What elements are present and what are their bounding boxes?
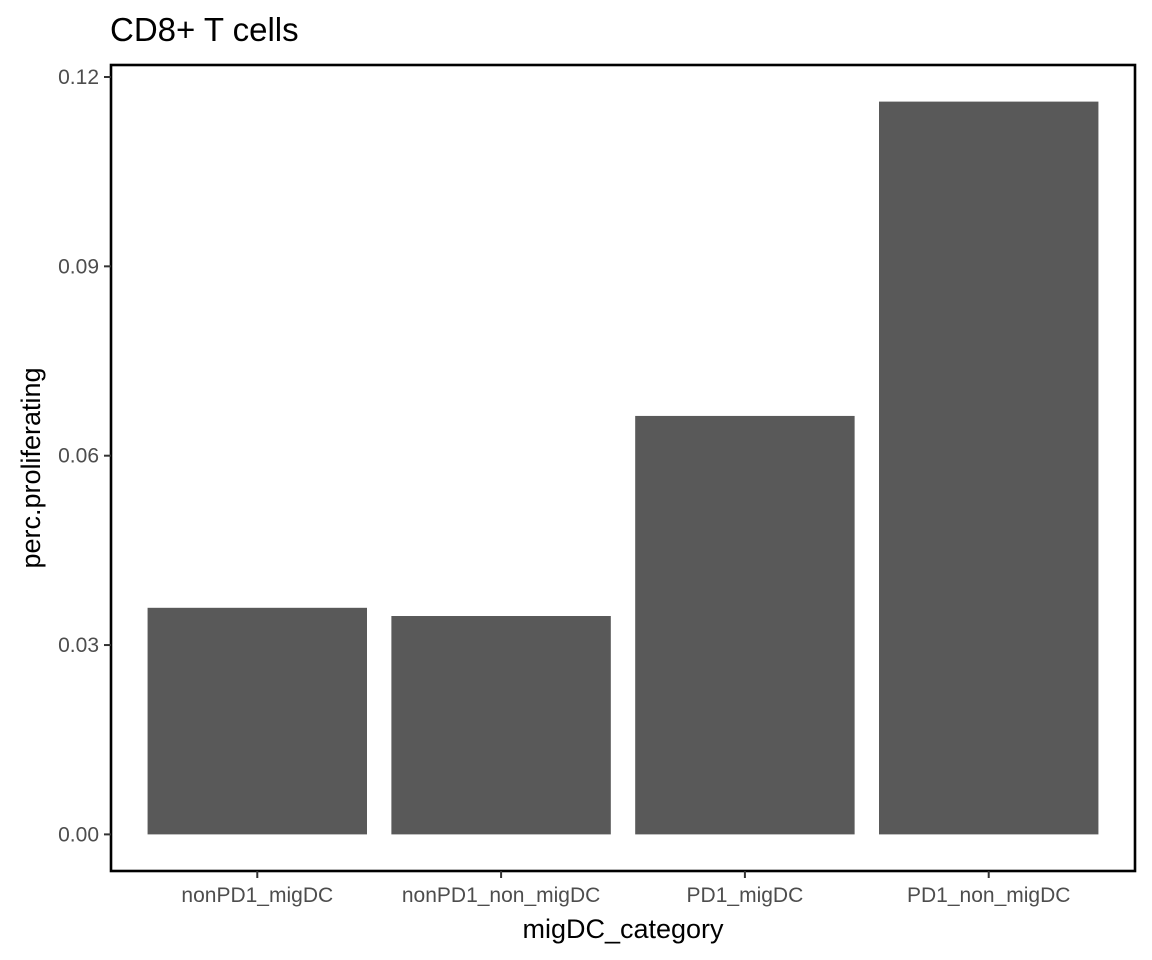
chart-title: CD8+ T cells [110, 11, 299, 48]
x-tick-label: PD1_non_migDC [907, 884, 1070, 907]
x-axis-title: migDC_category [522, 914, 724, 944]
bars-layer [147, 101, 1099, 835]
bar-PD1_migDC [635, 415, 855, 835]
bar-PD1_non_migDC [879, 101, 1099, 835]
y-tick-label: 0.00 [58, 823, 99, 846]
x-tick-label: nonPD1_migDC [181, 884, 333, 907]
x-tick-label: nonPD1_non_migDC [402, 884, 600, 907]
y-tick-label: 0.03 [58, 634, 99, 657]
bar-nonPD1_migDC [147, 607, 367, 835]
y-tick-label: 0.12 [58, 66, 99, 89]
bar-nonPD1_non_migDC [391, 616, 611, 835]
y-tick-label: 0.09 [58, 255, 99, 278]
plot-panel-border [109, 63, 1137, 873]
x-axis: nonPD1_migDC nonPD1_non_migDC PD1_migDC PD1… [181, 871, 1070, 907]
y-tick-label: 0.06 [58, 445, 99, 468]
y-axis-title: perc.proliferating [16, 367, 46, 568]
x-tick-label: PD1_migDC [687, 884, 804, 907]
y-axis: 0.00 0.03 0.06 0.09 0.12 [58, 66, 111, 846]
